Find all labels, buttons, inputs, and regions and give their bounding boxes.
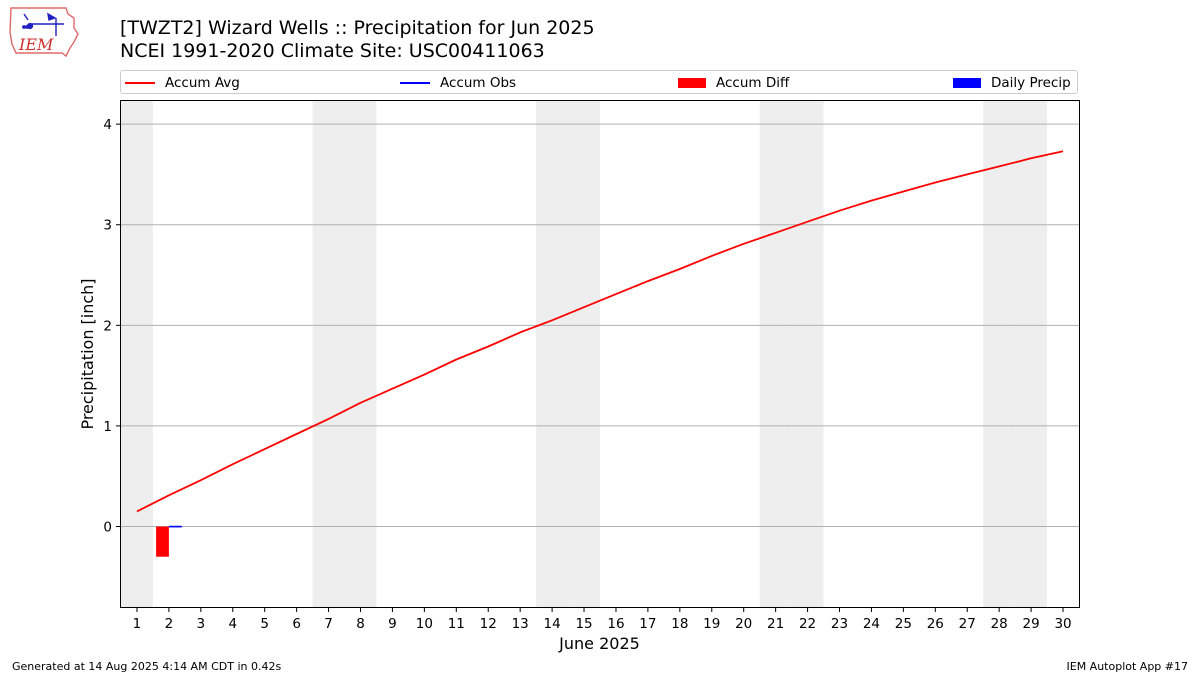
x-tick-label-15: 15 [575, 616, 592, 632]
legend-label-accum-diff: Accum Diff [716, 75, 790, 91]
legend-swatch-daily-precip [953, 78, 981, 88]
x-tick-label-2: 2 [165, 616, 174, 632]
legend-item-accum-diff: Accum Diff [678, 74, 789, 92]
bars [156, 526, 182, 557]
x-tick-label-13: 13 [512, 616, 529, 632]
x-tick-label-30: 30 [1054, 616, 1071, 632]
x-tick-label-18: 18 [671, 616, 688, 632]
weekend-band-day-29 [1015, 101, 1048, 607]
legend-label-accum-obs: Accum Obs [440, 75, 517, 91]
series-lines [136, 150, 1064, 528]
weekend-band-day-1 [121, 101, 153, 607]
legend-item-daily-precip: Daily Precip [953, 74, 1071, 92]
x-tick-label-10: 10 [416, 616, 433, 632]
legend-item-accum-avg: Accum Avg [125, 74, 240, 92]
x-tick-label-17: 17 [639, 616, 656, 632]
weekend-band-day-22 [791, 101, 824, 607]
x-tick-label-11: 11 [448, 616, 465, 632]
accum-diff-bar-day-2 [156, 526, 169, 557]
x-tick-label-26: 26 [927, 616, 944, 632]
x-axis-label: June 2025 [558, 634, 640, 653]
weekend-shading [121, 101, 1048, 607]
x-tick-label-24: 24 [863, 616, 880, 632]
weekend-band-day-7 [312, 101, 345, 607]
weekend-band-day-28 [983, 101, 1016, 607]
legend: Accum Avg Accum Obs Accum Diff Daily Pre… [120, 70, 1078, 94]
legend-swatch-accum-avg [125, 82, 155, 84]
y-tick-label-1: 1 [103, 419, 112, 435]
x-tick-label-7: 7 [324, 616, 333, 632]
x-tick-label-20: 20 [735, 616, 752, 632]
x-tick-label-8: 8 [356, 616, 365, 632]
y-tick-label-4: 4 [103, 117, 112, 133]
legend-item-accum-obs: Accum Obs [400, 74, 516, 92]
x-tick-label-21: 21 [767, 616, 784, 632]
chart-title: [TWZT2] Wizard Wells :: Precipitation fo… [120, 17, 595, 39]
legend-label-daily-precip: Daily Precip [991, 75, 1071, 91]
x-tick-label-19: 19 [703, 616, 720, 632]
weekend-band-day-21 [759, 101, 792, 607]
y-tick-label-3: 3 [103, 218, 112, 234]
legend-label-accum-avg: Accum Avg [165, 75, 240, 91]
plot-frame [120, 100, 1080, 608]
x-tick-label-27: 27 [959, 616, 976, 632]
y-tick-label-0: 0 [103, 520, 112, 536]
weekend-band-day-14 [536, 101, 569, 607]
weekend-band-day-15 [568, 101, 600, 607]
footer-generated: Generated at 14 Aug 2025 4:14 AM CDT in … [12, 660, 282, 673]
legend-swatch-accum-obs [400, 82, 430, 84]
x-tick-label-25: 25 [895, 616, 912, 632]
x-tick-label-14: 14 [544, 616, 561, 632]
accum-avg-line [136, 150, 1064, 513]
footer-app: IEM Autoplot App #17 [1066, 660, 1189, 673]
x-tick-label-9: 9 [388, 616, 397, 632]
x-tick-label-23: 23 [831, 616, 848, 632]
gridlines [121, 123, 1079, 528]
x-tick-label-4: 4 [228, 616, 237, 632]
iem-logo: IEM [9, 7, 79, 58]
x-tick-label-3: 3 [197, 616, 206, 632]
x-tick-label-1: 1 [133, 616, 142, 632]
x-tick-label-22: 22 [799, 616, 816, 632]
x-tick-label-28: 28 [991, 616, 1008, 632]
x-tick-label-12: 12 [480, 616, 497, 632]
chart-subtitle: NCEI 1991-2020 Climate Site: USC00411063 [120, 40, 545, 62]
weekend-band-day-8 [344, 101, 377, 607]
legend-swatch-accum-diff [678, 78, 706, 88]
logo-lettering: IEM [18, 35, 54, 54]
x-tick-label-29: 29 [1023, 616, 1040, 632]
y-tick-label-2: 2 [103, 318, 112, 334]
x-tick-label-16: 16 [607, 616, 624, 632]
x-tick-label-6: 6 [292, 616, 301, 632]
x-tick-label-5: 5 [260, 616, 269, 632]
y-axis-label: Precipitation [inch] [78, 278, 97, 429]
